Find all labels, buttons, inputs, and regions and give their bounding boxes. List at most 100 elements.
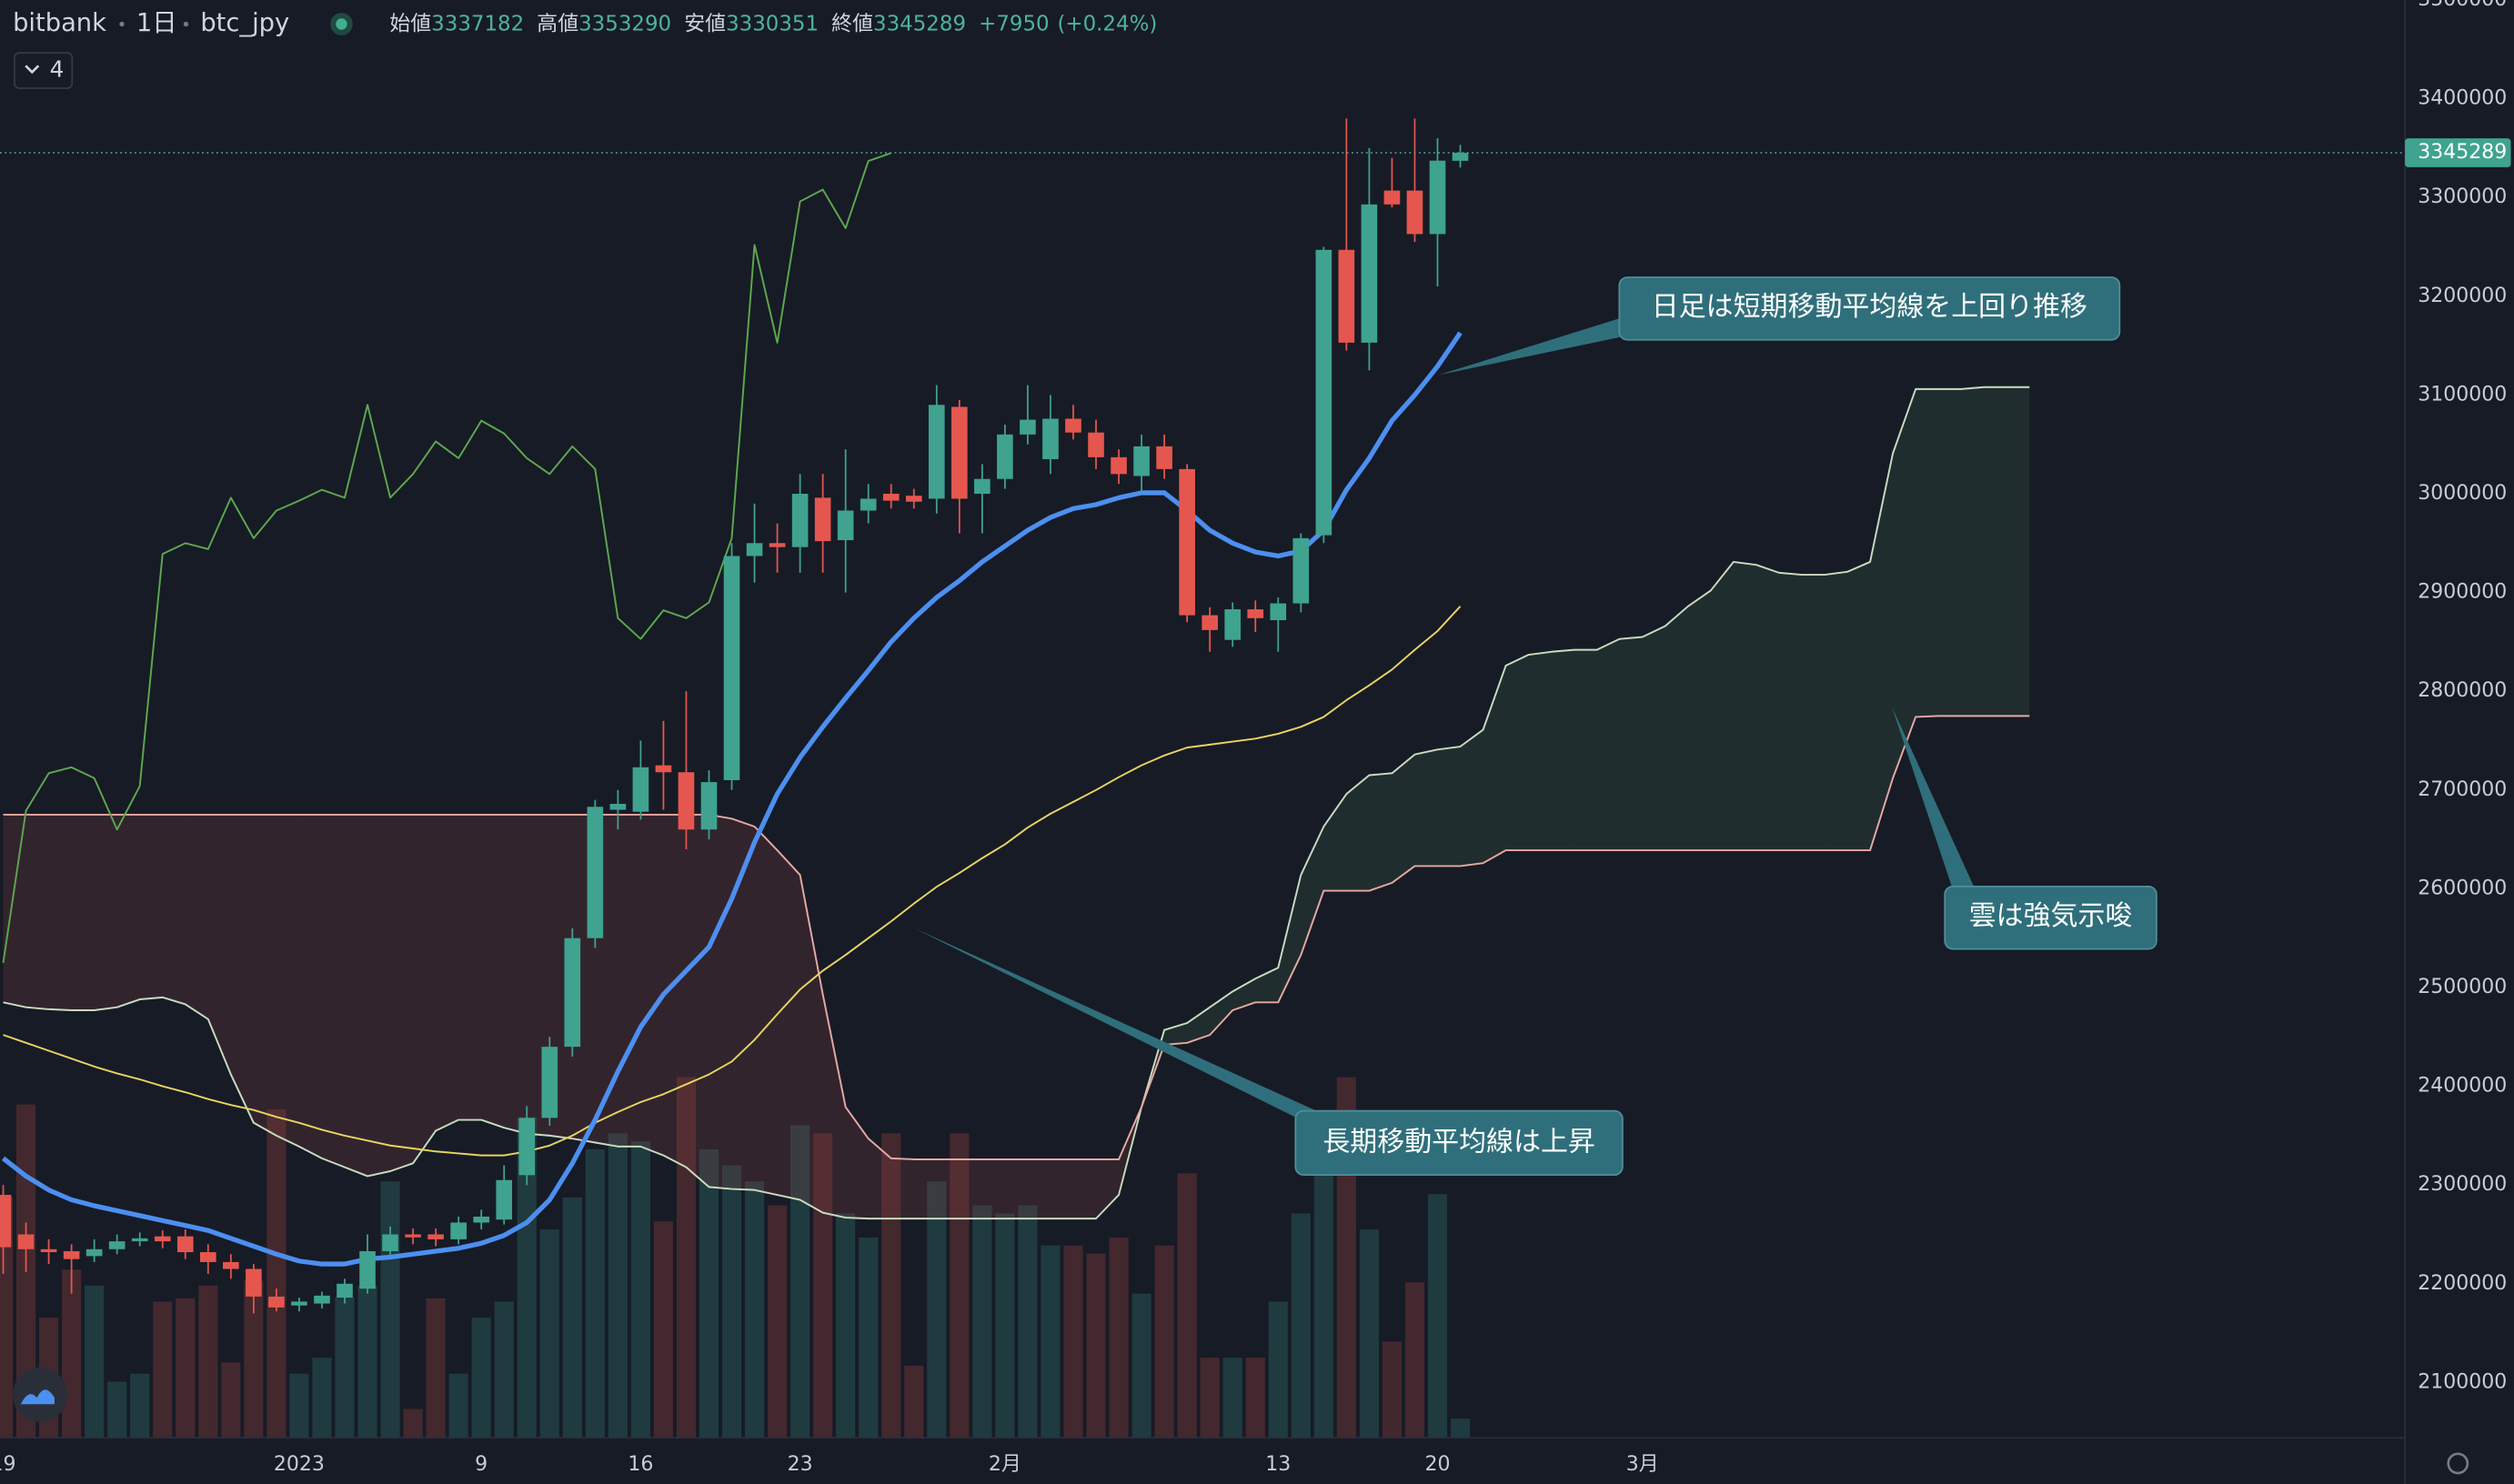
candle-body bbox=[246, 1268, 262, 1297]
y-tick-label: 2900000 bbox=[2418, 581, 2507, 604]
cloud-fill bbox=[1460, 729, 1483, 867]
candle-body bbox=[108, 1241, 126, 1249]
candle-body bbox=[1270, 603, 1287, 621]
callout-text: 雲は強気示唆 bbox=[1969, 900, 2133, 932]
cloud-fill bbox=[618, 814, 641, 1147]
open-label: 始値 bbox=[389, 12, 431, 35]
volume-bar bbox=[357, 1285, 377, 1439]
cloud-fill bbox=[1551, 649, 1574, 851]
cloud-fill bbox=[1301, 826, 1324, 956]
candle-body bbox=[1111, 456, 1127, 475]
high-value: 3353290 bbox=[578, 12, 671, 35]
cloud-fill bbox=[504, 814, 528, 1134]
cloud-fill bbox=[1642, 626, 1665, 851]
volume-bar bbox=[1404, 1282, 1425, 1439]
cloud-fill bbox=[1369, 773, 1393, 891]
symbol[interactable]: btc_jpy bbox=[200, 9, 289, 37]
volume-bar bbox=[721, 1165, 742, 1439]
candle-body bbox=[0, 1195, 12, 1248]
cloud-fill bbox=[1232, 978, 1256, 1010]
volume-bar bbox=[153, 1301, 173, 1439]
cloud-fill bbox=[1733, 561, 1756, 851]
candle-body bbox=[131, 1238, 148, 1242]
volume-bar bbox=[1291, 1213, 1311, 1439]
callout-box[interactable] bbox=[1944, 885, 2157, 950]
candle-body bbox=[905, 496, 922, 502]
cloud-fill bbox=[1096, 1158, 1120, 1219]
cloud-fill bbox=[2006, 386, 2030, 717]
y-tick-label: 3100000 bbox=[2418, 383, 2507, 406]
cloud-fill bbox=[94, 814, 117, 1010]
volume-bar bbox=[85, 1285, 105, 1439]
settings-icon[interactable] bbox=[2447, 1452, 2469, 1475]
volume-bar bbox=[494, 1301, 514, 1439]
candle-body bbox=[154, 1236, 171, 1242]
volume-bar bbox=[1041, 1245, 1061, 1439]
y-tick-label: 2300000 bbox=[2418, 1173, 2507, 1196]
interval[interactable]: 1日 bbox=[136, 9, 177, 37]
cloud-fill bbox=[1505, 655, 1529, 851]
candle-body bbox=[678, 772, 695, 830]
candle-body bbox=[1338, 249, 1355, 343]
volume-bar bbox=[266, 1108, 287, 1439]
volume-bar bbox=[995, 1213, 1015, 1439]
candle-body bbox=[382, 1234, 398, 1251]
indicator-toggle[interactable] bbox=[13, 52, 74, 89]
cloud-fill bbox=[1961, 386, 1985, 717]
cloud-fill bbox=[799, 875, 823, 1213]
cloud-fill bbox=[1801, 575, 1825, 851]
y-tick-label: 3400000 bbox=[2418, 87, 2507, 110]
candle-body bbox=[40, 1248, 57, 1253]
separator bbox=[119, 21, 125, 27]
volume-bar bbox=[859, 1237, 879, 1439]
volume-bar bbox=[927, 1181, 947, 1439]
cloud-fill bbox=[845, 1107, 869, 1219]
low-value: 3330351 bbox=[726, 12, 819, 35]
cloud-fill bbox=[3, 814, 26, 1008]
callout-box[interactable] bbox=[1294, 1109, 1624, 1177]
cloud-fill bbox=[139, 814, 163, 1000]
cloud-fill bbox=[481, 814, 505, 1128]
last-price-label: 3345289 bbox=[2418, 141, 2507, 164]
volume-bar bbox=[1245, 1358, 1265, 1439]
candle-body bbox=[17, 1234, 35, 1249]
cloud-fill bbox=[868, 1138, 891, 1219]
cloud-fill bbox=[1664, 606, 1688, 851]
callout-box[interactable] bbox=[1618, 276, 2121, 341]
candle-body bbox=[1247, 609, 1264, 618]
close-label: 終値 bbox=[831, 12, 873, 35]
cloud-fill bbox=[1392, 754, 1415, 883]
volume-bar bbox=[1200, 1358, 1220, 1439]
y-tick-label: 2500000 bbox=[2418, 976, 2507, 998]
separator bbox=[183, 21, 189, 27]
volume-bar bbox=[1427, 1194, 1448, 1439]
candle-body bbox=[769, 543, 786, 547]
cloud-fill bbox=[754, 826, 778, 1196]
candle-body bbox=[337, 1283, 353, 1298]
cloud-fill bbox=[1778, 572, 1802, 851]
volume-bar bbox=[972, 1205, 992, 1439]
cloud-fill bbox=[913, 1158, 937, 1219]
candle-body bbox=[1133, 446, 1150, 476]
x-tick-label: 16 bbox=[628, 1453, 653, 1476]
volume-bar bbox=[653, 1221, 674, 1439]
candle-body bbox=[746, 543, 763, 556]
candle-body bbox=[587, 807, 604, 938]
cloud-fill bbox=[1323, 794, 1347, 891]
cloud-fill bbox=[1050, 1158, 1073, 1219]
cloud-fill bbox=[1004, 1158, 1028, 1219]
y-tick-label: 3200000 bbox=[2418, 285, 2507, 307]
cloud-fill bbox=[1210, 991, 1233, 1036]
candle-body bbox=[176, 1236, 194, 1253]
volume-bar bbox=[1154, 1245, 1174, 1439]
indicator-count: 4 bbox=[50, 56, 65, 83]
cloud-fill bbox=[709, 814, 732, 1189]
candle-body bbox=[1406, 190, 1423, 235]
cloud-fill bbox=[390, 814, 414, 1171]
x-tick-label: 19 bbox=[0, 1453, 16, 1476]
cloud-fill bbox=[640, 814, 664, 1156]
cloud-fill bbox=[686, 814, 709, 1188]
cloud-fill bbox=[1938, 388, 1962, 717]
volume-bar bbox=[1222, 1358, 1242, 1439]
